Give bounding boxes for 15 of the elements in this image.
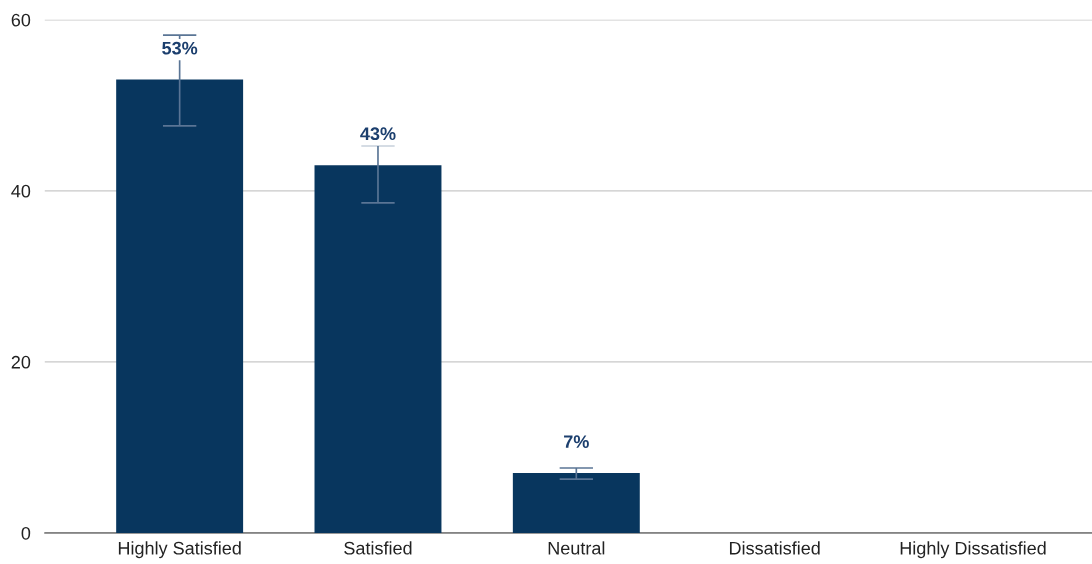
bar (314, 165, 442, 533)
x-tick-label: Satisfied (344, 541, 412, 555)
data-label: 7% (564, 435, 589, 448)
y-tick-label: 0 (21, 526, 31, 540)
x-tick-label: Dissatisfied (729, 541, 820, 555)
y-tick-label: 60 (11, 13, 31, 27)
bar (116, 79, 244, 533)
bar (512, 473, 640, 533)
x-tick-label: Highly Satisfied (118, 541, 241, 559)
data-label: 53% (162, 41, 198, 55)
data-label: 43% (360, 127, 396, 141)
x-tick-label: Neutral (548, 541, 605, 555)
x-tick-label: Highly Dissatisfied (900, 541, 1046, 559)
y-tick-label: 40 (11, 184, 31, 198)
y-tick-label: 20 (11, 355, 31, 369)
